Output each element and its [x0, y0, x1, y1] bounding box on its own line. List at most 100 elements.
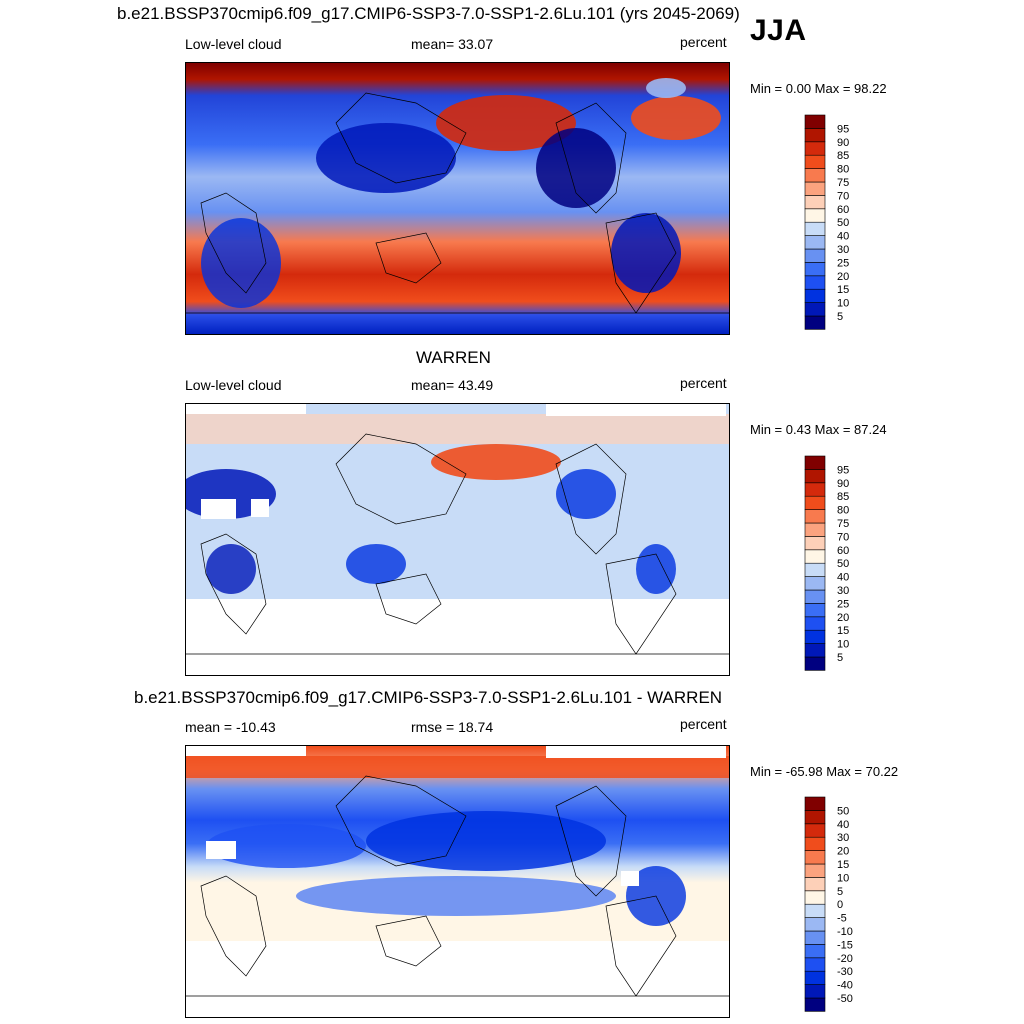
colorbar-3-label-4: -15	[837, 939, 853, 951]
colorbar-1-label-5: 30	[837, 244, 849, 256]
colorbar-1-label-7: 50	[837, 217, 849, 229]
season-label: JJA	[750, 14, 807, 47]
panel-3-atlantic-negative	[206, 824, 366, 868]
colorbar-1-label-9: 70	[837, 190, 849, 202]
colorbar-3-box-2	[804, 970, 826, 985]
colorbar-2-label-13: 90	[837, 478, 849, 490]
panel-2-australia-low	[346, 544, 406, 584]
colorbar-2-box-11	[804, 509, 826, 524]
colorbar-1-box-2	[804, 288, 826, 303]
colorbar-3-box-8	[804, 890, 826, 905]
panel-1-america-low	[536, 128, 616, 208]
colorbar-1-box-8	[804, 208, 826, 223]
panel-2-map	[185, 403, 730, 676]
panel-1-north-atlantic-high	[631, 96, 721, 140]
colorbar-3-box-5	[804, 930, 826, 945]
colorbar-3-label-14: 50	[837, 805, 849, 817]
colorbar-2-box-13	[804, 482, 826, 497]
panel-1-colorbar: 5 10 15 20 25 30 40 50 60 70 75 80 85 90 95	[804, 114, 865, 330]
colorbar-1-box-15	[804, 114, 826, 129]
colorbar-1-label-14: 95	[837, 123, 849, 135]
colorbar-2-label-8: 60	[837, 545, 849, 557]
colorbar-1-box-6	[804, 235, 826, 250]
colorbar-1-box-7	[804, 221, 826, 236]
colorbar-2-box-8	[804, 549, 826, 564]
colorbar-1-box-13	[804, 141, 826, 156]
panel-3-pacific-negative	[366, 811, 606, 871]
colorbar-3-label-6: -5	[837, 913, 847, 925]
colorbar-3-box-7	[804, 903, 826, 918]
panel-1-title: b.e21.BSSP370cmip6.f09_g17.CMIP6-SSP3-7.…	[117, 4, 740, 23]
colorbar-2-box-14	[804, 469, 826, 484]
panel-2-mean-label: mean= 43.49	[411, 377, 494, 393]
panel-3-map	[185, 745, 730, 1018]
colorbar-3-box-10	[804, 863, 826, 878]
colorbar-1-label-10: 75	[837, 177, 849, 189]
colorbar-2-label-5: 30	[837, 585, 849, 597]
colorbar-1-box-0	[804, 315, 826, 330]
colorbar-2-label-0: 5	[837, 652, 843, 664]
colorbar-3-box-3	[804, 957, 826, 972]
colorbar-1-label-4: 25	[837, 257, 849, 269]
colorbar-1-box-4	[804, 262, 826, 277]
colorbar-2-box-7	[804, 562, 826, 577]
colorbar-2-box-5	[804, 589, 826, 604]
panel-3-south-ocean-negative	[296, 876, 616, 916]
colorbar-3-box-12	[804, 836, 826, 851]
colorbar-3-box-13	[804, 823, 826, 838]
colorbar-2-label-9: 70	[837, 531, 849, 543]
colorbar-3-label-13: 40	[837, 819, 849, 831]
colorbar-3-box-6	[804, 917, 826, 932]
colorbar-2-box-9	[804, 536, 826, 551]
panel-2-variable-label: Low-level cloud	[185, 377, 282, 393]
panel-1-map	[185, 62, 730, 335]
panel-2-title: WARREN	[416, 348, 491, 367]
panel-3-rmse-label: rmse = 18.74	[411, 719, 494, 735]
panel-2-coastlines	[186, 433, 729, 655]
colorbar-2-label-2: 15	[837, 625, 849, 637]
panel-2-north-pacific-high	[431, 444, 561, 480]
panel-1-mean-label: mean= 33.07	[411, 36, 494, 52]
panel-2-south-america-low	[636, 544, 676, 594]
colorbar-3-label-0: -50	[837, 993, 853, 1005]
colorbar-1-box-1	[804, 302, 826, 317]
colorbar-1-label-3: 20	[837, 271, 849, 283]
panel-3-missing-south	[186, 941, 729, 1017]
colorbar-3-label-8: 5	[837, 886, 843, 898]
colorbar-2-box-0	[804, 656, 826, 671]
colorbar-2-label-3: 20	[837, 612, 849, 624]
colorbar-2-label-6: 40	[837, 572, 849, 584]
colorbar-3-label-9: 10	[837, 872, 849, 884]
panel-1-variable-label: Low-level cloud	[185, 36, 282, 52]
colorbar-2-label-11: 80	[837, 505, 849, 517]
colorbar-2-label-14: 95	[837, 464, 849, 476]
panel-1-asia-low	[316, 123, 456, 193]
colorbar-3-box-15	[804, 796, 826, 811]
colorbar-3-box-9	[804, 877, 826, 892]
panel-2-units-label: percent	[680, 375, 727, 391]
colorbar-3-label-2: -30	[837, 966, 853, 978]
colorbar-3-label-5: -10	[837, 926, 853, 938]
colorbar-2-box-2	[804, 629, 826, 644]
colorbar-1-label-12: 85	[837, 150, 849, 162]
colorbar-1-label-6: 40	[837, 231, 849, 243]
colorbar-2-label-1: 10	[837, 639, 849, 651]
colorbar-1-box-9	[804, 195, 826, 210]
panel-3-minmax: Min = -65.98 Max = 70.22	[750, 764, 899, 779]
panel-1-africa-low	[201, 218, 281, 308]
colorbar-2-box-4	[804, 603, 826, 618]
colorbar-1-label-1: 10	[837, 298, 849, 310]
panel-3-coastlines	[186, 775, 729, 997]
colorbar-1-box-10	[804, 181, 826, 196]
panel-1-coastlines	[186, 92, 729, 314]
colorbar-1-box-14	[804, 128, 826, 143]
panel-2-missing-south	[186, 599, 729, 675]
colorbar-3-label-12: 30	[837, 832, 849, 844]
panel-3-title: b.e21.BSSP370cmip6.f09_g17.CMIP6-SSP3-7.…	[134, 688, 723, 707]
panel-3-arctic-positive	[186, 756, 729, 778]
colorbar-3-label-7: 0	[837, 899, 843, 911]
panel-1-minmax: Min = 0.00 Max = 98.22	[750, 81, 887, 96]
colorbar-3-box-11	[804, 850, 826, 865]
panel-2-america-low	[556, 469, 616, 519]
colorbar-1-label-8: 60	[837, 204, 849, 216]
